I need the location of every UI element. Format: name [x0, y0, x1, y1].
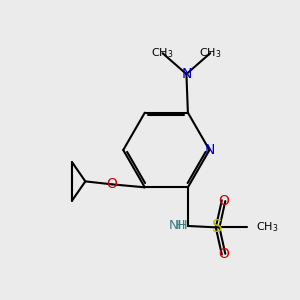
Text: O: O [218, 194, 229, 208]
Text: O: O [107, 177, 118, 191]
Text: S: S [212, 218, 223, 236]
Text: N: N [181, 67, 192, 81]
Text: NH: NH [168, 220, 188, 232]
Text: O: O [218, 247, 229, 261]
Text: CH$_3$: CH$_3$ [256, 220, 279, 234]
Text: H: H [176, 220, 185, 232]
Text: N: N [204, 143, 214, 157]
Text: CH$_3$: CH$_3$ [152, 46, 174, 60]
Text: CH$_3$: CH$_3$ [199, 46, 221, 60]
